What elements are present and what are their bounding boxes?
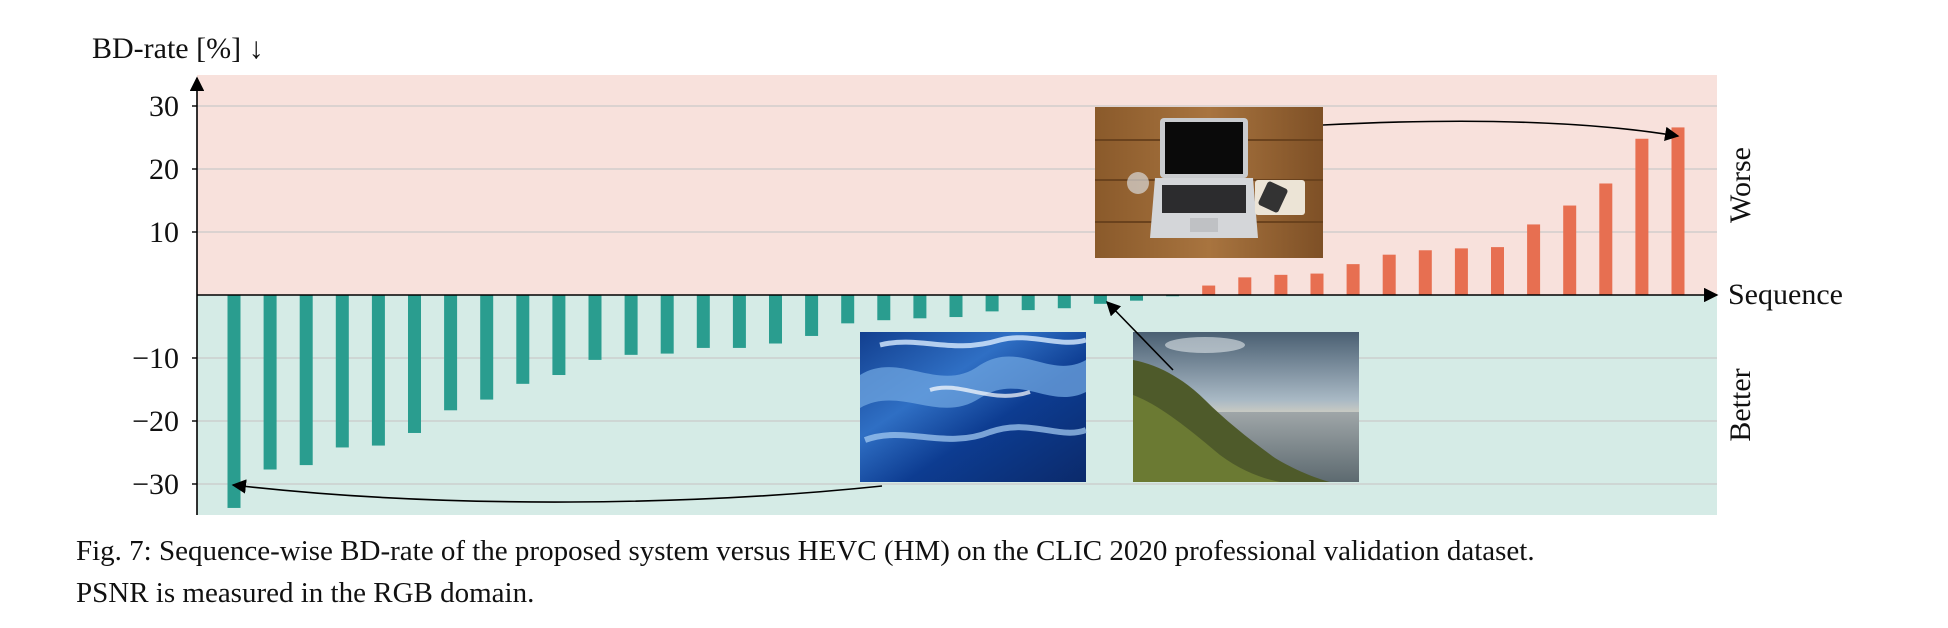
bars [227,127,1685,508]
caption-line-1: Fig. 7: Sequence-wise BD-rate of the pro… [76,535,1535,567]
bar [263,295,277,470]
bar [841,295,855,324]
x-axis-title: Sequence [1728,278,1843,311]
bar [1346,264,1360,295]
better-label: Better [1724,368,1757,441]
bar [408,295,421,433]
bar [1563,205,1577,295]
bar [1382,254,1396,295]
bar [371,295,385,446]
bar [1238,277,1252,295]
y-tick-label: 30 [149,90,179,123]
y-tick-labels: 30 20 10 −10 −20 −30 [132,90,179,501]
bar [769,295,782,344]
laptop-pointer-arrow [1322,120,1680,142]
bar [949,295,963,318]
y-axis-title: BD-rate [%] ↓ [92,32,264,65]
bar [299,295,313,466]
bar [552,295,566,376]
bar [1454,248,1468,295]
bar [1310,273,1324,295]
bar [1202,285,1216,295]
coast-thumbnail [1133,332,1359,482]
bar [335,295,349,448]
figure-caption: Fig. 7: Sequence-wise BD-rate of the pro… [76,530,1876,614]
y-tick-label: −20 [132,405,179,438]
bar [1527,224,1541,295]
ocean-pointer-arrow [231,479,883,503]
y-tick-label: −10 [132,342,179,375]
bar [1274,274,1288,295]
bar [805,295,819,336]
y-tick-label: 20 [149,153,179,186]
caption-line-2: PSNR is measured in the RGB domain. [76,577,535,609]
gridlines [192,105,1717,485]
bd-rate-bar-chart: 30 20 10 −10 −20 −30 BD-rate [%] ↓ Sequence W… [92,32,1843,515]
bar [985,295,999,312]
bar [1418,250,1432,295]
bar [1635,138,1649,295]
bar [624,295,638,355]
bar [588,295,602,360]
bar [660,295,674,354]
bar [1599,183,1613,295]
bar [877,295,891,321]
bar [913,295,927,319]
coast-pointer-arrow [1105,300,1174,371]
bar [1671,127,1685,295]
bar [696,295,710,348]
bar [480,295,494,400]
bar [732,295,746,348]
y-tick-label: −30 [132,468,179,501]
laptop-thumbnail [1095,107,1323,258]
bar [516,295,530,384]
worse-region [197,75,1717,295]
y-tick-label: 10 [149,216,179,249]
bar [227,295,241,508]
ocean-thumbnail [860,332,1088,482]
worse-label: Worse [1724,147,1757,223]
bar [1057,295,1071,309]
bar [1021,295,1035,311]
bar [1491,247,1504,295]
bar [1130,295,1143,301]
bar [444,295,458,411]
bar [1093,295,1107,304]
